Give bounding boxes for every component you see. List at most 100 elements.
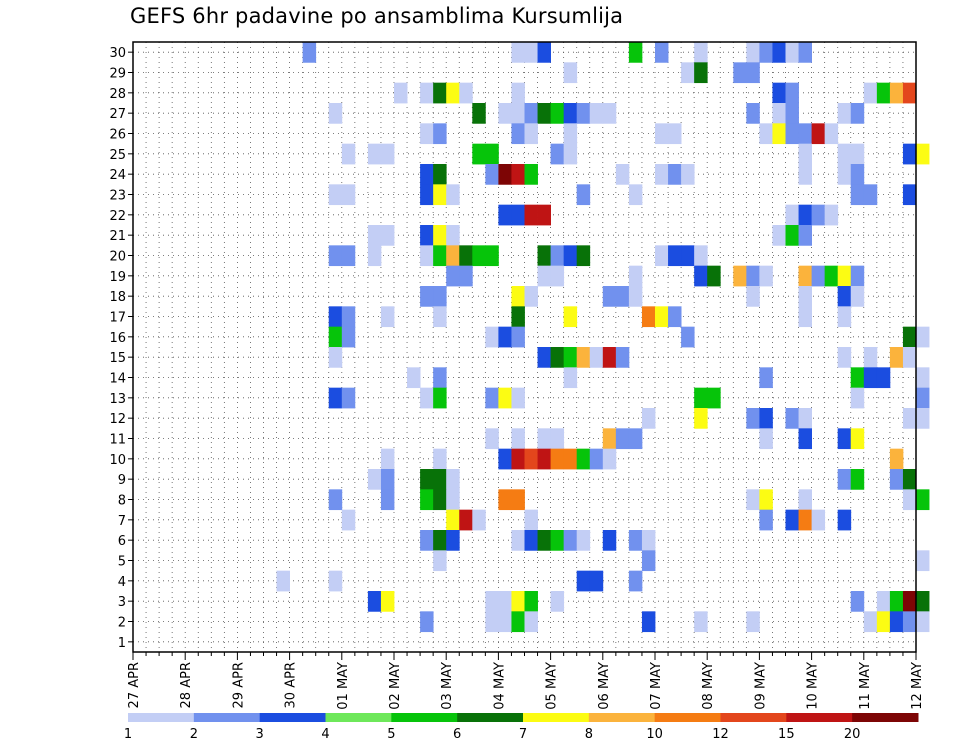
- heatmap-cell: [615, 286, 630, 307]
- x-tick-label: 04 MAY: [492, 662, 507, 710]
- heatmap-cell: [759, 123, 773, 145]
- heatmap-cell: [328, 306, 343, 328]
- heatmap-cell: [694, 245, 708, 267]
- heatmap-cell: [524, 204, 538, 226]
- heatmap-cell: [433, 123, 447, 145]
- heatmap-cell: [602, 530, 617, 551]
- heatmap-cell: [446, 82, 460, 104]
- x-tick-label: 11 MAY: [858, 662, 873, 710]
- heatmap-cell: [876, 367, 891, 389]
- heatmap-cell: [550, 143, 565, 165]
- y-tick-label: 13: [109, 392, 126, 407]
- heatmap-cell: [485, 164, 499, 185]
- heatmap-cell: [420, 469, 434, 490]
- heatmap-cell: [524, 103, 538, 124]
- heatmap-cell: [524, 509, 538, 531]
- heatmap-cell: [850, 184, 865, 206]
- y-tick-label: 6: [118, 534, 126, 549]
- heatmap-cell: [668, 123, 682, 145]
- heatmap-cell: [850, 428, 865, 450]
- heatmap-cell: [641, 611, 656, 633]
- heatmap-cell: [785, 82, 799, 104]
- heatmap-cell: [746, 611, 760, 633]
- heatmap-cell: [563, 62, 578, 84]
- heatmap-cell: [498, 204, 512, 226]
- heatmap-cell: [889, 469, 904, 490]
- heatmap-cell: [563, 123, 578, 145]
- legend-label: 10: [646, 727, 663, 742]
- legend-swatch: [523, 713, 590, 722]
- x-tick-label: 28 APR: [179, 662, 194, 708]
- y-tick-label: 26: [109, 128, 126, 143]
- x-tick-label: 06 MAY: [597, 662, 612, 710]
- y-tick-label: 12: [109, 412, 126, 427]
- heatmap-cell: [746, 286, 760, 307]
- chart-title: GEFS 6hr padavine po ansamblima Kursumli…: [130, 4, 624, 28]
- heatmap-cell: [433, 489, 447, 511]
- y-tick-label: 9: [118, 473, 126, 488]
- heatmap-cell: [511, 591, 525, 612]
- y-tick-label: 23: [109, 189, 126, 204]
- heatmap-cell: [798, 408, 812, 429]
- heatmap-cell: [328, 489, 343, 511]
- x-tick-label: 09 MAY: [753, 662, 768, 710]
- heatmap-cell: [641, 530, 656, 551]
- heatmap-cell: [772, 103, 786, 124]
- heatmap-cell: [863, 184, 878, 206]
- heatmap-cell: [798, 306, 812, 328]
- heatmap-cell: [694, 265, 708, 287]
- heatmap-cell: [694, 387, 708, 409]
- heatmap-cell: [550, 347, 565, 368]
- heatmap-cell: [785, 103, 799, 124]
- heatmap-cell: [707, 265, 721, 287]
- x-tick-label: 05 MAY: [545, 662, 560, 710]
- heatmap-cell: [902, 611, 917, 633]
- heatmap-cell: [759, 408, 773, 429]
- heatmap-cell: [498, 164, 512, 185]
- legend-swatch: [720, 713, 787, 722]
- heatmap-cell: [524, 42, 538, 63]
- heatmap-cell: [655, 306, 669, 328]
- heatmap-cell: [681, 245, 695, 267]
- heatmap-cell: [328, 184, 343, 206]
- heatmap-cell: [850, 469, 865, 490]
- heatmap-cell: [902, 408, 917, 429]
- x-tick-label: 27 APR: [127, 662, 142, 708]
- heatmap-cell: [380, 591, 395, 612]
- heatmap-cell: [446, 245, 460, 267]
- y-tick-label: 15: [109, 351, 126, 366]
- heatmap-cell: [798, 265, 812, 287]
- heatmap-cell: [537, 245, 551, 267]
- heatmap-cell: [837, 143, 852, 165]
- legend-label: 5: [387, 727, 395, 742]
- heatmap-cell: [863, 347, 878, 368]
- heatmap-cell: [850, 286, 865, 307]
- y-tick-label: 21: [109, 229, 126, 244]
- heatmap-cell: [615, 347, 630, 368]
- heatmap-cell: [902, 184, 917, 206]
- heatmap-cell: [916, 408, 930, 429]
- heatmap-cell: [668, 306, 682, 328]
- legend-label: 8: [585, 727, 593, 742]
- heatmap-cell: [824, 123, 839, 145]
- legend-swatch: [654, 713, 721, 722]
- heatmap-cell: [341, 143, 356, 165]
- heatmap-cell: [511, 204, 525, 226]
- heatmap-cell: [576, 530, 591, 551]
- heatmap-cell: [550, 265, 565, 287]
- heatmap-cell: [824, 204, 839, 226]
- heatmap-cell: [511, 306, 525, 328]
- x-tick-label: 12 MAY: [910, 662, 925, 710]
- y-tick-label: 20: [109, 250, 126, 265]
- x-tick-label: 10 MAY: [806, 662, 821, 710]
- heatmap-cell: [746, 489, 760, 511]
- heatmap-cell: [328, 326, 343, 348]
- heatmap-cell: [341, 509, 356, 531]
- legend-swatch: [852, 713, 919, 722]
- heatmap-cell: [628, 286, 643, 307]
- heatmap-cell: [916, 367, 930, 389]
- heatmap-cell: [302, 42, 317, 63]
- y-tick-label: 27: [109, 107, 126, 122]
- heatmap-cell: [380, 448, 395, 470]
